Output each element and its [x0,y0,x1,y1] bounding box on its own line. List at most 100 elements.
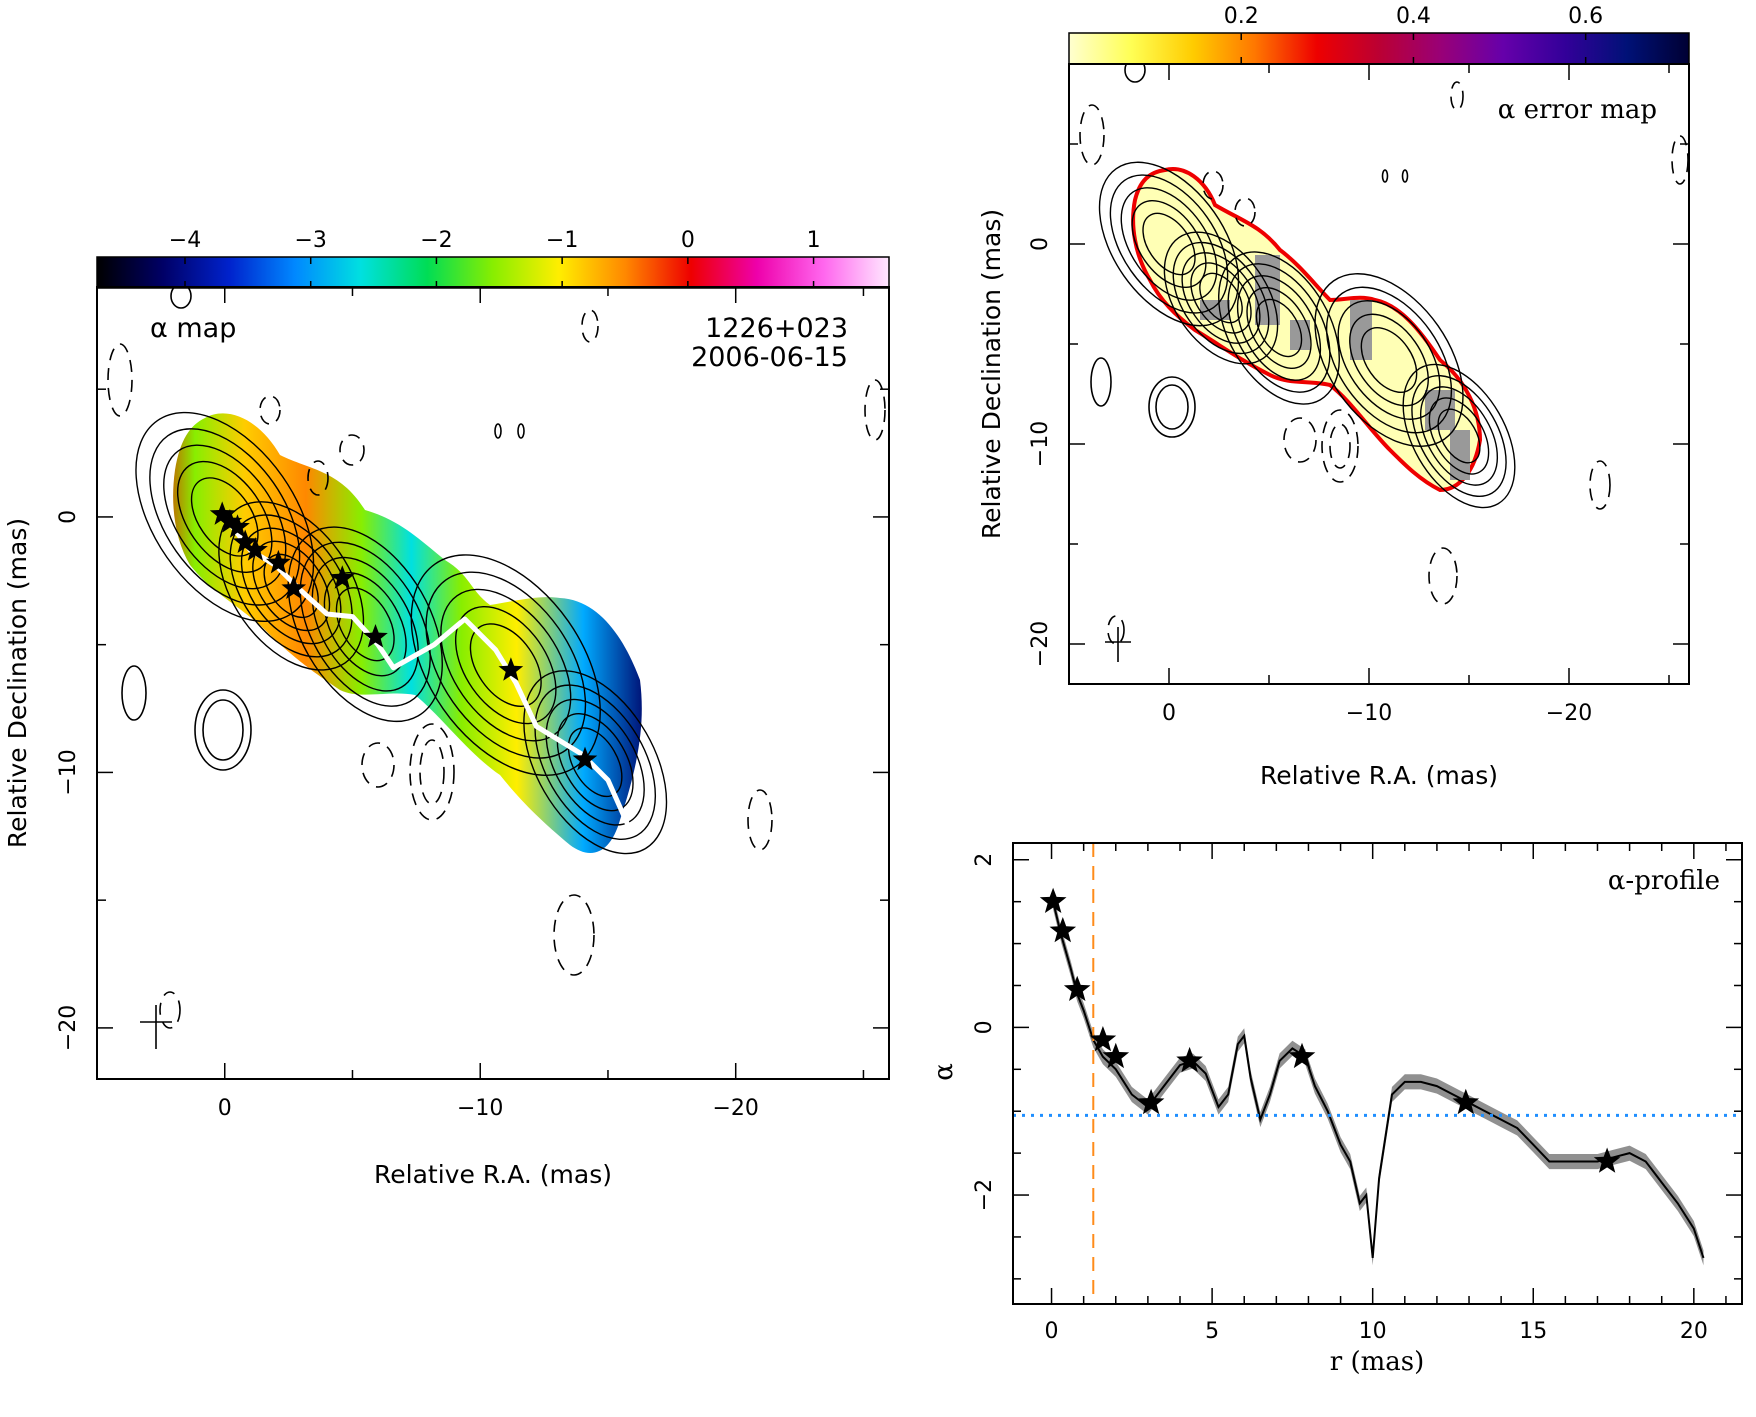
intensity-contour [299,541,431,707]
colorbar-tick-label: 0 [681,228,695,253]
colorbar-tick-label: 0.2 [1224,4,1259,29]
alpha-map-contours [135,411,668,855]
intensity-contour [1163,231,1279,365]
intensity-contour [1120,187,1218,301]
x-tick-label: −10 [1346,701,1392,726]
alpha-profile-axes: 0 5 10 15 20 −2 0 2 [972,843,1742,1344]
alpha-profile-xlabel: r (mas) [1330,1347,1424,1377]
profile-star [1176,1046,1203,1073]
x-tick-label: 5 [1205,1319,1219,1344]
intensity-contour [1402,363,1516,509]
colorbar-tick-label: 0.6 [1568,4,1603,29]
component-star [232,529,258,553]
intensity-contour [1218,251,1340,405]
profile-star [1593,1147,1621,1173]
x-tick-label: 0 [1045,1319,1059,1344]
alpha-map-panel: −4 −3 −2 −1 0 1 [3,228,890,1189]
y-tick-label: 0 [1028,237,1053,251]
alpha-map-noise-contours [107,287,886,1029]
intensity-contour [1325,286,1453,434]
error-map-image [1079,64,1689,662]
y-tick-label: 2 [972,853,997,867]
profile-star [1049,917,1077,943]
intensity-contour [287,526,443,723]
error-map-noise-contours [1079,64,1689,645]
x-tick-label: 20 [1680,1319,1708,1344]
profile-star [1452,1088,1480,1115]
alpha-map-stars [209,501,598,771]
profile-star [1089,1026,1117,1052]
alpha-map-ylabel: Relative Declination (mas) [3,518,32,848]
error-map-axes: 0 −10 −20 −20 −10 0 [1028,64,1689,726]
x-tick-label: −20 [712,1096,758,1121]
alpha-map-source: 1226+023 [705,313,848,344]
alpha-profile-ylabel: α [929,1063,959,1081]
intensity-contour [1181,252,1261,344]
intensity-contour [176,460,273,574]
error-map-panel: 0.2 0.4 0.6 [977,4,1690,790]
intensity-contour [425,571,587,759]
component-star [329,565,355,589]
intensity-contour [534,684,657,840]
intensity-contour [1172,241,1270,355]
profile-star [1102,1042,1130,1069]
intensity-contour [1419,386,1499,486]
y-tick-label: 0 [972,1020,997,1034]
profile-star [1063,975,1091,1001]
intensity-contour [1349,313,1429,407]
intensity-contour [454,605,557,725]
intensity-contour [163,444,287,590]
intensity-contour [1190,262,1252,334]
error-map-colorbar-ticks: 0.2 0.4 0.6 [1224,4,1603,64]
error-map-contours [1098,161,1516,509]
intensity-contour [240,527,342,645]
component-star [498,657,524,681]
profile-star [1039,887,1067,913]
intensity-contour [263,553,319,619]
y-tick-label: −10 [1028,421,1053,467]
error-map-ylabel: Relative Declination (mas) [977,209,1006,539]
intensity-contour [1246,286,1312,370]
y-tick-label: −20 [56,1005,81,1051]
alpha-map-xlabel: Relative R.A. (mas) [374,1160,612,1189]
intensity-contour [149,428,301,606]
intensity-contour [1227,263,1331,393]
intensity-contour [1255,298,1303,358]
error-map-xlabel: Relative R.A. (mas) [1260,761,1498,790]
alpha-profile-stars [1039,887,1621,1173]
colorbar-tick-label: −4 [169,228,201,253]
component-star [281,575,307,599]
intensity-contour [410,554,601,776]
alpha-map-axes: 0 −10 −20 −20 −10 0 [56,287,889,1121]
component-star [209,501,235,525]
intensity-contour [1437,408,1481,464]
alpha-map-beam-cross [140,1005,172,1049]
component-star [266,549,291,574]
intensity-contour [1360,327,1418,393]
intensity-contour [1199,272,1243,324]
alpha-map-image [107,287,886,1049]
colorbar-tick-label: −2 [420,228,452,253]
intensity-contour [523,670,668,855]
intensity-contour [469,623,542,708]
profile-star [1288,1042,1316,1069]
intensity-contour [1411,374,1507,498]
x-tick-label: −20 [1546,701,1592,726]
x-tick-label: 10 [1359,1319,1387,1344]
alpha-map-ridge-line [222,514,631,829]
component-star [225,514,250,538]
intensity-contour [218,501,365,671]
component-star [363,624,388,648]
alpha-map-colorbar-ticks: −4 −3 −2 −1 0 1 [169,228,821,288]
error-map-colorbar [1068,32,1690,65]
component-star [243,537,268,561]
x-tick-label: 0 [218,1096,232,1121]
alpha-profile-error-band [1053,894,1704,1266]
intensity-contour [229,514,353,658]
colorbar-tick-label: 0.4 [1396,4,1431,29]
alpha-profile-panel: 0 5 10 15 20 −2 0 2 α-profile r (mas) α [929,842,1743,1377]
intensity-contour [1236,275,1322,381]
error-map-beam-cross [1105,627,1131,662]
y-tick-label: 0 [56,510,81,524]
